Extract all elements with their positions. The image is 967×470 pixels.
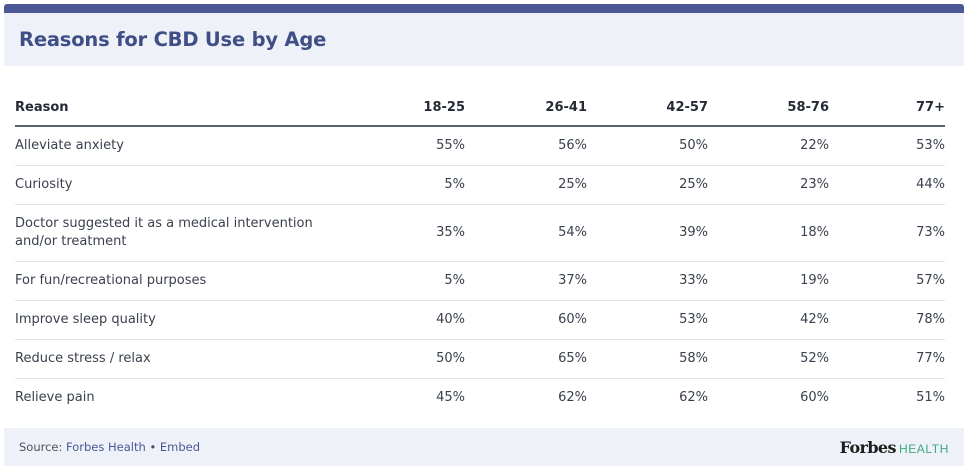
- separator-dot: •: [149, 440, 157, 454]
- value-cell: 78%: [829, 300, 945, 340]
- value-cell: 25%: [587, 165, 708, 205]
- card-header: Reasons for CBD Use by Age: [4, 13, 964, 66]
- column-header-26-41: 26-41: [465, 90, 587, 127]
- cbd-reasons-table: Reason 18-25 26-41 42-57 58-76 77+ Allev…: [15, 90, 945, 417]
- value-cell: 55%: [347, 126, 465, 166]
- value-cell: 25%: [465, 165, 587, 205]
- value-cell: 56%: [465, 126, 587, 166]
- column-header-77-plus: 77+: [829, 90, 945, 127]
- brand-name: Forbes: [839, 437, 897, 457]
- source-line: Source: Forbes Health • Embed: [19, 440, 200, 454]
- table-row: For fun/recreational purposes 5% 37% 33%…: [15, 261, 945, 301]
- value-cell: 60%: [800, 389, 829, 405]
- reason-cell: Curiosity: [15, 165, 347, 205]
- value-cell: 58%: [587, 339, 708, 379]
- value-cell: 44%: [829, 165, 945, 205]
- value-cell: 51%: [916, 389, 945, 405]
- value-cell: 37%: [465, 261, 587, 301]
- value-cell: 22%: [708, 126, 829, 166]
- reason-cell: Reduce stress / relax: [15, 339, 347, 379]
- column-header-58-76: 58-76: [708, 90, 829, 127]
- card-footer: Source: Forbes Health • Embed Forbes HEA…: [4, 428, 964, 466]
- embed-link[interactable]: Embed: [159, 440, 201, 454]
- table-header-row: Reason 18-25 26-41 42-57 58-76 77+: [15, 90, 945, 127]
- reason-cell: For fun/recreational purposes: [15, 261, 347, 301]
- reason-cell: Alleviate anxiety: [15, 126, 347, 166]
- value-cell: 35%: [347, 204, 465, 262]
- value-cell: 42%: [708, 300, 829, 340]
- value-cell: 39%: [587, 204, 708, 262]
- column-header-18-25: 18-25: [347, 90, 465, 127]
- value-cell: 50%: [347, 339, 465, 379]
- value-cell: 53%: [829, 126, 945, 166]
- page-title: Reasons for CBD Use by Age: [19, 28, 327, 51]
- value-cell: 45%: [436, 389, 465, 405]
- value-cell: 53%: [587, 300, 708, 340]
- table-row: Doctor suggested it as a medical interve…: [15, 204, 945, 262]
- column-header-42-57: 42-57: [587, 90, 708, 127]
- value-cell: 57%: [829, 261, 945, 301]
- value-cell: 77%: [829, 339, 945, 379]
- reason-cell: Relieve pain: [15, 389, 95, 405]
- value-cell: 54%: [465, 204, 587, 262]
- table-row: Improve sleep quality 40% 60% 53% 42% 78…: [15, 300, 945, 340]
- value-cell: 73%: [829, 204, 945, 262]
- table-row: Curiosity 5% 25% 25% 23% 44%: [15, 165, 945, 205]
- value-cell: 65%: [465, 339, 587, 379]
- brand-sub: HEALTH: [898, 441, 949, 456]
- table-row: Alleviate anxiety 55% 56% 50% 22% 53%: [15, 126, 945, 166]
- value-cell: 40%: [347, 300, 465, 340]
- accent-bar: [4, 4, 964, 13]
- table-row: Relieve pain 45% 62% 62% 60% 51%: [15, 378, 945, 417]
- reason-cell: Improve sleep quality: [15, 300, 347, 340]
- value-cell: 52%: [708, 339, 829, 379]
- value-cell: 18%: [708, 204, 829, 262]
- value-cell: 33%: [587, 261, 708, 301]
- source-link[interactable]: Forbes Health: [66, 440, 146, 454]
- table-row: Reduce stress / relax 50% 65% 58% 52% 77…: [15, 339, 945, 379]
- forbes-health-logo: Forbes HEALTH: [840, 438, 949, 457]
- reason-cell: Doctor suggested it as a medical interve…: [15, 204, 347, 262]
- value-cell: 50%: [587, 126, 708, 166]
- value-cell: 62%: [558, 389, 587, 405]
- value-cell: 62%: [679, 389, 708, 405]
- value-cell: 5%: [347, 261, 465, 301]
- value-cell: 23%: [708, 165, 829, 205]
- column-header-reason: Reason: [15, 90, 347, 127]
- value-cell: 60%: [465, 300, 587, 340]
- source-label: Source:: [19, 440, 63, 454]
- value-cell: 5%: [347, 165, 465, 205]
- value-cell: 19%: [708, 261, 829, 301]
